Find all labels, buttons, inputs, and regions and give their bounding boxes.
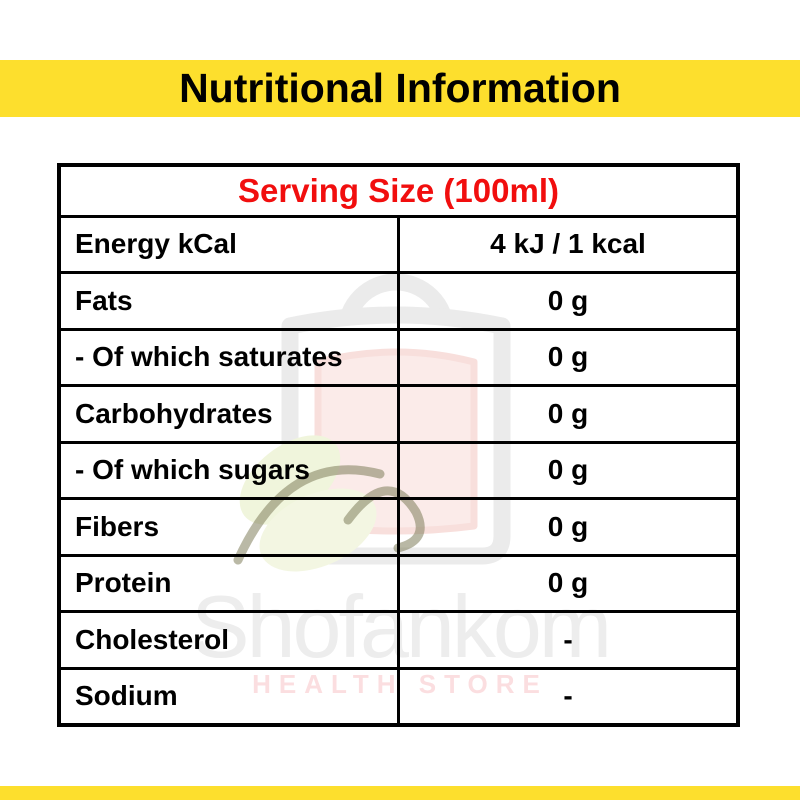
table-row: Fibers 0 g xyxy=(57,497,740,557)
row-value-cholesterol: - xyxy=(397,610,740,670)
footer-band xyxy=(0,786,800,800)
row-label-fats: Fats xyxy=(57,271,400,331)
serving-size-row: Serving Size (100ml) xyxy=(57,163,740,218)
table-row: Carbohydrates 0 g xyxy=(57,384,740,444)
table-row: Protein 0 g xyxy=(57,553,740,613)
row-label-sodium: Sodium xyxy=(57,666,400,726)
table-row: Cholesterol - xyxy=(57,610,740,670)
row-value-energy: 4 kJ / 1 kcal xyxy=(397,214,740,274)
serving-size-header: Serving Size (100ml) xyxy=(57,163,740,218)
table-row: - Of which saturates 0 g xyxy=(57,327,740,387)
nutrition-table: Serving Size (100ml) Energy kCal 4 kJ / … xyxy=(57,163,740,727)
row-label-cholesterol: Cholesterol xyxy=(57,610,400,670)
page-title: Nutritional Information xyxy=(179,65,621,111)
row-label-energy: Energy kCal xyxy=(57,214,400,274)
row-label-carbohydrates: Carbohydrates xyxy=(57,384,400,444)
row-label-fibers: Fibers xyxy=(57,497,400,557)
row-value-sugars: 0 g xyxy=(397,440,740,500)
table-row: - Of which sugars 0 g xyxy=(57,440,740,500)
table-row: Energy kCal 4 kJ / 1 kcal xyxy=(57,214,740,274)
row-label-protein: Protein xyxy=(57,553,400,613)
row-value-carbohydrates: 0 g xyxy=(397,384,740,444)
table-row: Fats 0 g xyxy=(57,271,740,331)
row-label-saturates: - Of which saturates xyxy=(57,327,400,387)
title-banner: Nutritional Information xyxy=(0,60,800,117)
row-value-saturates: 0 g xyxy=(397,327,740,387)
row-value-fats: 0 g xyxy=(397,271,740,331)
row-value-protein: 0 g xyxy=(397,553,740,613)
row-value-sodium: - xyxy=(397,666,740,726)
row-label-sugars: - Of which sugars xyxy=(57,440,400,500)
row-value-fibers: 0 g xyxy=(397,497,740,557)
table-row: Sodium - xyxy=(57,666,740,726)
